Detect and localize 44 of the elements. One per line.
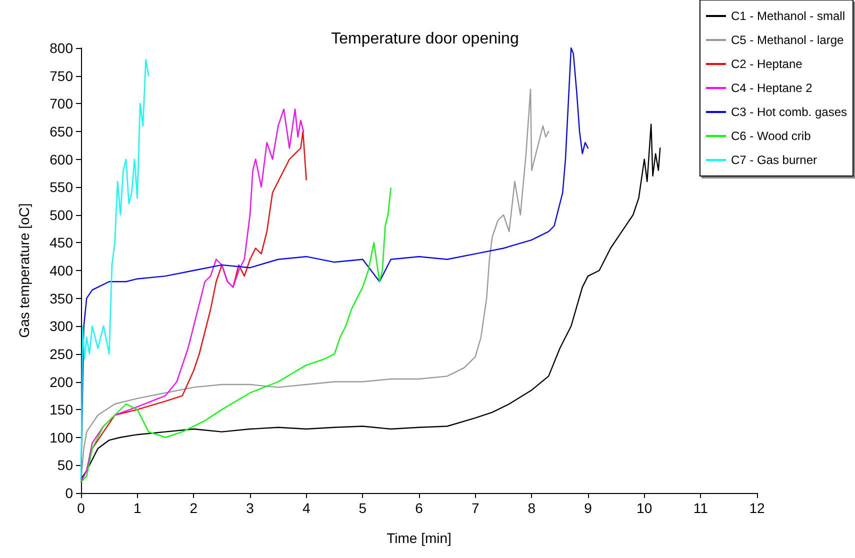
y-tick-label: 100 <box>50 429 74 446</box>
y-tick-label: 750 <box>50 68 74 84</box>
line-series <box>80 124 661 480</box>
line-series <box>80 88 550 480</box>
y-tick-label: 0 <box>65 485 74 501</box>
y-tick-label: 400 <box>50 262 74 278</box>
x-tick-label: 3 <box>246 500 254 516</box>
legend-label: C3 - Hot comb. gases <box>730 105 847 119</box>
line-series <box>80 59 150 480</box>
x-tick-label: 9 <box>584 500 592 516</box>
y-tick-label: 150 <box>50 402 74 418</box>
y-tick-label: 500 <box>50 206 74 223</box>
legend-label: C5 - Methanol - large <box>730 33 844 47</box>
x-tick-label: 5 <box>358 500 367 516</box>
legend-label: C1 - Methanol - small <box>730 9 845 23</box>
x-tick-label: 1 <box>133 500 142 516</box>
y-axis-title: Gas temperature [oC] <box>16 203 32 338</box>
y-tick-label: 700 <box>50 96 74 112</box>
y-tick-label: 550 <box>50 179 74 196</box>
x-tick-label: 7 <box>471 500 480 516</box>
x-tick-label: 6 <box>415 500 424 516</box>
y-tick-label: 650 <box>50 123 74 140</box>
chart-title: Temperature door opening <box>331 30 519 48</box>
x-tick-label: 0 <box>77 500 86 516</box>
x-tick-label: 11 <box>693 500 708 516</box>
x-tick-label: 8 <box>528 500 536 516</box>
line-series <box>80 188 392 482</box>
x-tick-label: 12 <box>749 500 765 516</box>
y-tick-label: 800 <box>50 40 74 56</box>
y-tick-label: 50 <box>57 457 74 474</box>
legend-label: C6 - Wood crib <box>730 129 812 143</box>
x-tick-label: 2 <box>190 500 198 516</box>
y-tick-label: 450 <box>50 234 74 251</box>
y-tick-label: 200 <box>50 374 74 390</box>
y-tick-label: 600 <box>50 151 74 168</box>
y-tick-label: 350 <box>50 290 74 306</box>
legend-label: C4 - Heptane 2 <box>730 81 813 95</box>
x-tick-label: 10 <box>636 500 652 516</box>
y-tick-label: 250 <box>50 346 74 362</box>
legend-label: C7 - Gas burner <box>730 153 817 167</box>
legend-label: C2 - Heptane <box>730 57 803 71</box>
x-tick-label: 4 <box>302 500 310 516</box>
y-tick-label: 300 <box>50 318 74 334</box>
x-axis-title: Time [min] <box>386 530 452 546</box>
